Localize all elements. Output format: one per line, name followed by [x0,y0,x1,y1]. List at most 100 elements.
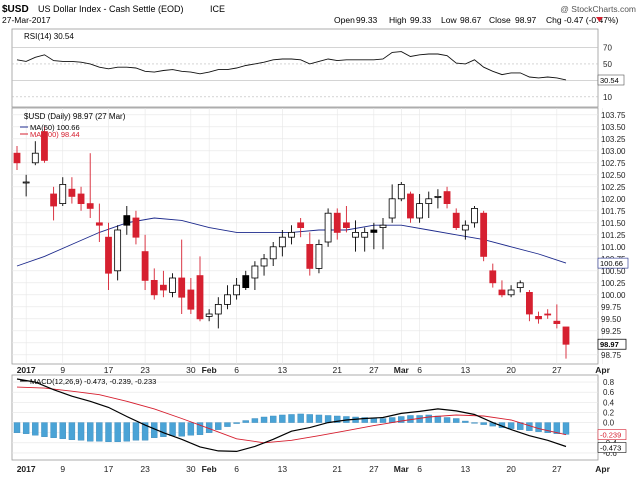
candle-body [352,231,359,238]
price-tick-label: 101.50 [601,219,626,228]
macd-histogram-bar [535,422,542,432]
candle-body [251,265,259,279]
macd-histogram-bar [315,414,323,423]
macd-histogram-bar [242,420,249,423]
chg-value: -0.47 (-0.47%) [564,15,618,25]
rsi-tick-label: 70 [603,43,612,52]
candle-body [553,320,561,325]
instrument-name: US Dollar Index - Cash Settle (EOD) [38,4,184,14]
price-tick-label: 103.50 [601,123,626,132]
candle-body [59,183,67,204]
candle-body [278,236,286,248]
watermark: @ StockCharts.com [560,4,636,14]
macd-histogram-bar [334,415,341,423]
candle-body [471,207,478,224]
macd-histogram-bar [114,422,121,442]
candle-body [498,289,506,296]
candle-body [141,251,149,281]
macd-histogram-bar [187,422,195,436]
candle-body [370,229,378,233]
candle-body [388,198,396,219]
macd-panel: 0.80.60.40.20.0-0.2-0.4-0.6 MACD(12,26,9… [11,374,627,461]
macd-line [16,378,567,453]
macd-legend: MACD(12,26,9) -0.473, -0.239, -0.233 [30,377,156,386]
candle-body [187,289,195,310]
x-axis-label: 27 [552,464,562,474]
candle-body [86,203,94,209]
macd-histogram-bar [96,422,103,442]
macd-histogram-bar [141,422,149,441]
candle-body [260,258,268,267]
price-tick-label: 103.25 [601,135,626,144]
close-label: Close [489,15,511,25]
macd-histogram-bar [279,414,286,423]
candle-body [95,222,103,226]
macd-histogram-bar [132,422,140,441]
candle-body [50,193,57,207]
candle-body [132,217,140,238]
candle-body [13,152,21,164]
candle-body [205,313,213,317]
candle-body [297,222,305,229]
candle-body [452,212,460,228]
x-axis-label: 27 [369,464,379,474]
macd-histogram-bar [562,422,570,435]
x-axis-label: 9 [60,464,65,474]
candle-body [105,236,112,274]
macd-histogram-bar [22,422,30,434]
macd-histogram-bar [123,422,131,442]
x-axis-label: Apr [595,365,610,375]
x-axis-label: 13 [461,464,471,474]
macd-tick-label: 0.2 [603,408,615,417]
macd-histogram-bar [68,422,76,440]
price-tick-label: 102.25 [601,183,626,192]
candle-body [562,326,570,345]
macd-histogram-bar [453,418,460,423]
svg-text:-0.473: -0.473 [600,444,621,453]
macd-histogram-bar [306,414,313,423]
x-axis-label: 13 [278,464,288,474]
candle-body [269,246,277,260]
high-value: 99.33 [410,15,432,25]
macd-histogram-bar [215,422,222,430]
macd-histogram-bar [324,415,332,423]
price-panel: 103.75 103.50 103.25 103.00 102.75 102.50 102.… [11,107,629,365]
x-axis-label: 6 [417,365,422,375]
x-axis-label: 2017 [17,365,36,375]
x-axis-label: 13 [461,365,471,375]
price-tick-label: 102.00 [601,195,626,204]
candle-body [535,315,542,320]
macd-histogram-bar [32,422,39,436]
x-axis-label: 6 [417,464,422,474]
macd-histogram-bar [398,416,405,423]
macd-histogram-bar [471,422,478,424]
macd-histogram-bar [77,422,85,441]
macd-histogram-bar [553,422,561,434]
price-tick-label: 100.50 [601,267,626,276]
x-axis-label: Mar [394,365,410,375]
macd-tick-label: 0.8 [603,378,615,387]
candle-body [242,275,250,289]
rsi-legend: RSI(14) 30.54 [24,32,74,41]
price-tick-label: 98.75 [601,351,622,360]
candle-body [224,294,231,305]
x-axis-label: Apr [595,464,610,474]
price-tick-label: 99.25 [601,327,622,336]
macd-histogram-bar [50,422,57,438]
x-axis-label: 17 [104,464,114,474]
price-tick-label: 102.50 [601,171,626,180]
macd-histogram-bar [425,414,432,423]
ma200-legend: MA(200) 98.44 [30,130,80,139]
macd-histogram-bar [507,422,515,429]
x-axis-label: 30 [186,365,196,375]
candle-body [41,131,48,161]
x-axis-label: 17 [104,365,114,375]
macd-histogram-bar [13,422,21,433]
x-axis-label: Feb [202,365,217,375]
symbol-title: $USD [2,4,29,15]
candle-body [425,198,433,205]
candle-body [233,284,241,296]
x-axis-label: 13 [278,365,288,375]
macd-histogram-bar [196,422,204,435]
